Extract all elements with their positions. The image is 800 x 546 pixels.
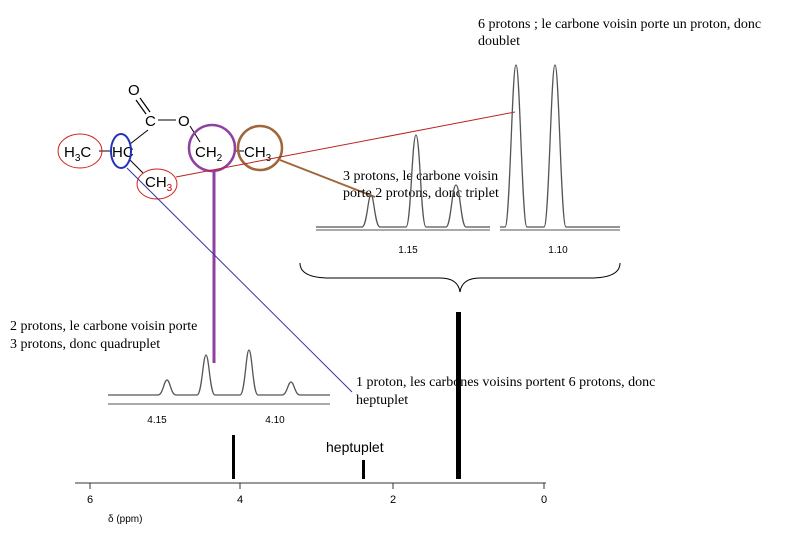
tick-label: 4.10	[265, 415, 285, 426]
molecule: O C O H3C HC CH2 CH3 CH3	[64, 82, 272, 194]
bond	[129, 159, 144, 174]
peak	[456, 312, 461, 479]
connector	[279, 159, 376, 198]
peak	[232, 435, 235, 479]
peak	[362, 460, 365, 479]
peak	[500, 64, 620, 228]
formula: CH3	[244, 144, 272, 164]
annotation: 2 protons, le carbone voisin porte 3 prot…	[10, 319, 197, 352]
formula: HC	[112, 144, 134, 161]
tick-label: 6	[87, 494, 93, 506]
atom: C	[145, 113, 156, 130]
tick-label: 0	[541, 494, 547, 506]
tick-label: 4.15	[147, 415, 167, 426]
formula: CH2	[195, 144, 223, 164]
annotation: 6 protons ; le carbone voisin porte un p…	[478, 17, 761, 49]
group-circle	[187, 123, 237, 173]
brace	[299, 262, 621, 293]
tick-label: 1.15	[398, 245, 418, 256]
tick-label: 4	[237, 494, 243, 506]
tick-label: 2	[390, 494, 396, 506]
formula: H3C	[64, 144, 91, 164]
group-circle	[136, 168, 178, 200]
spectrum-peaks	[232, 312, 461, 479]
peak-label: heptuplet	[326, 439, 384, 455]
group-circle	[110, 133, 132, 169]
bond	[139, 97, 151, 113]
axis-labels: 6 4 2 0	[87, 494, 547, 506]
atom: O	[128, 82, 140, 99]
connector	[175, 111, 516, 178]
formula: CH3	[145, 174, 173, 194]
group-circle	[236, 124, 284, 172]
axis-ticks	[89, 483, 545, 489]
bond	[135, 99, 147, 115]
annotation: 1 proton, les carbones voisins portent 6…	[356, 375, 655, 408]
peak	[108, 349, 330, 396]
bond	[129, 129, 149, 145]
tick-label: 1.10	[548, 245, 568, 256]
peak	[316, 134, 490, 228]
atom: O	[178, 113, 190, 130]
group-circle	[57, 133, 103, 169]
connector	[126, 167, 353, 393]
axis-title: δ (ppm)	[108, 514, 142, 525]
